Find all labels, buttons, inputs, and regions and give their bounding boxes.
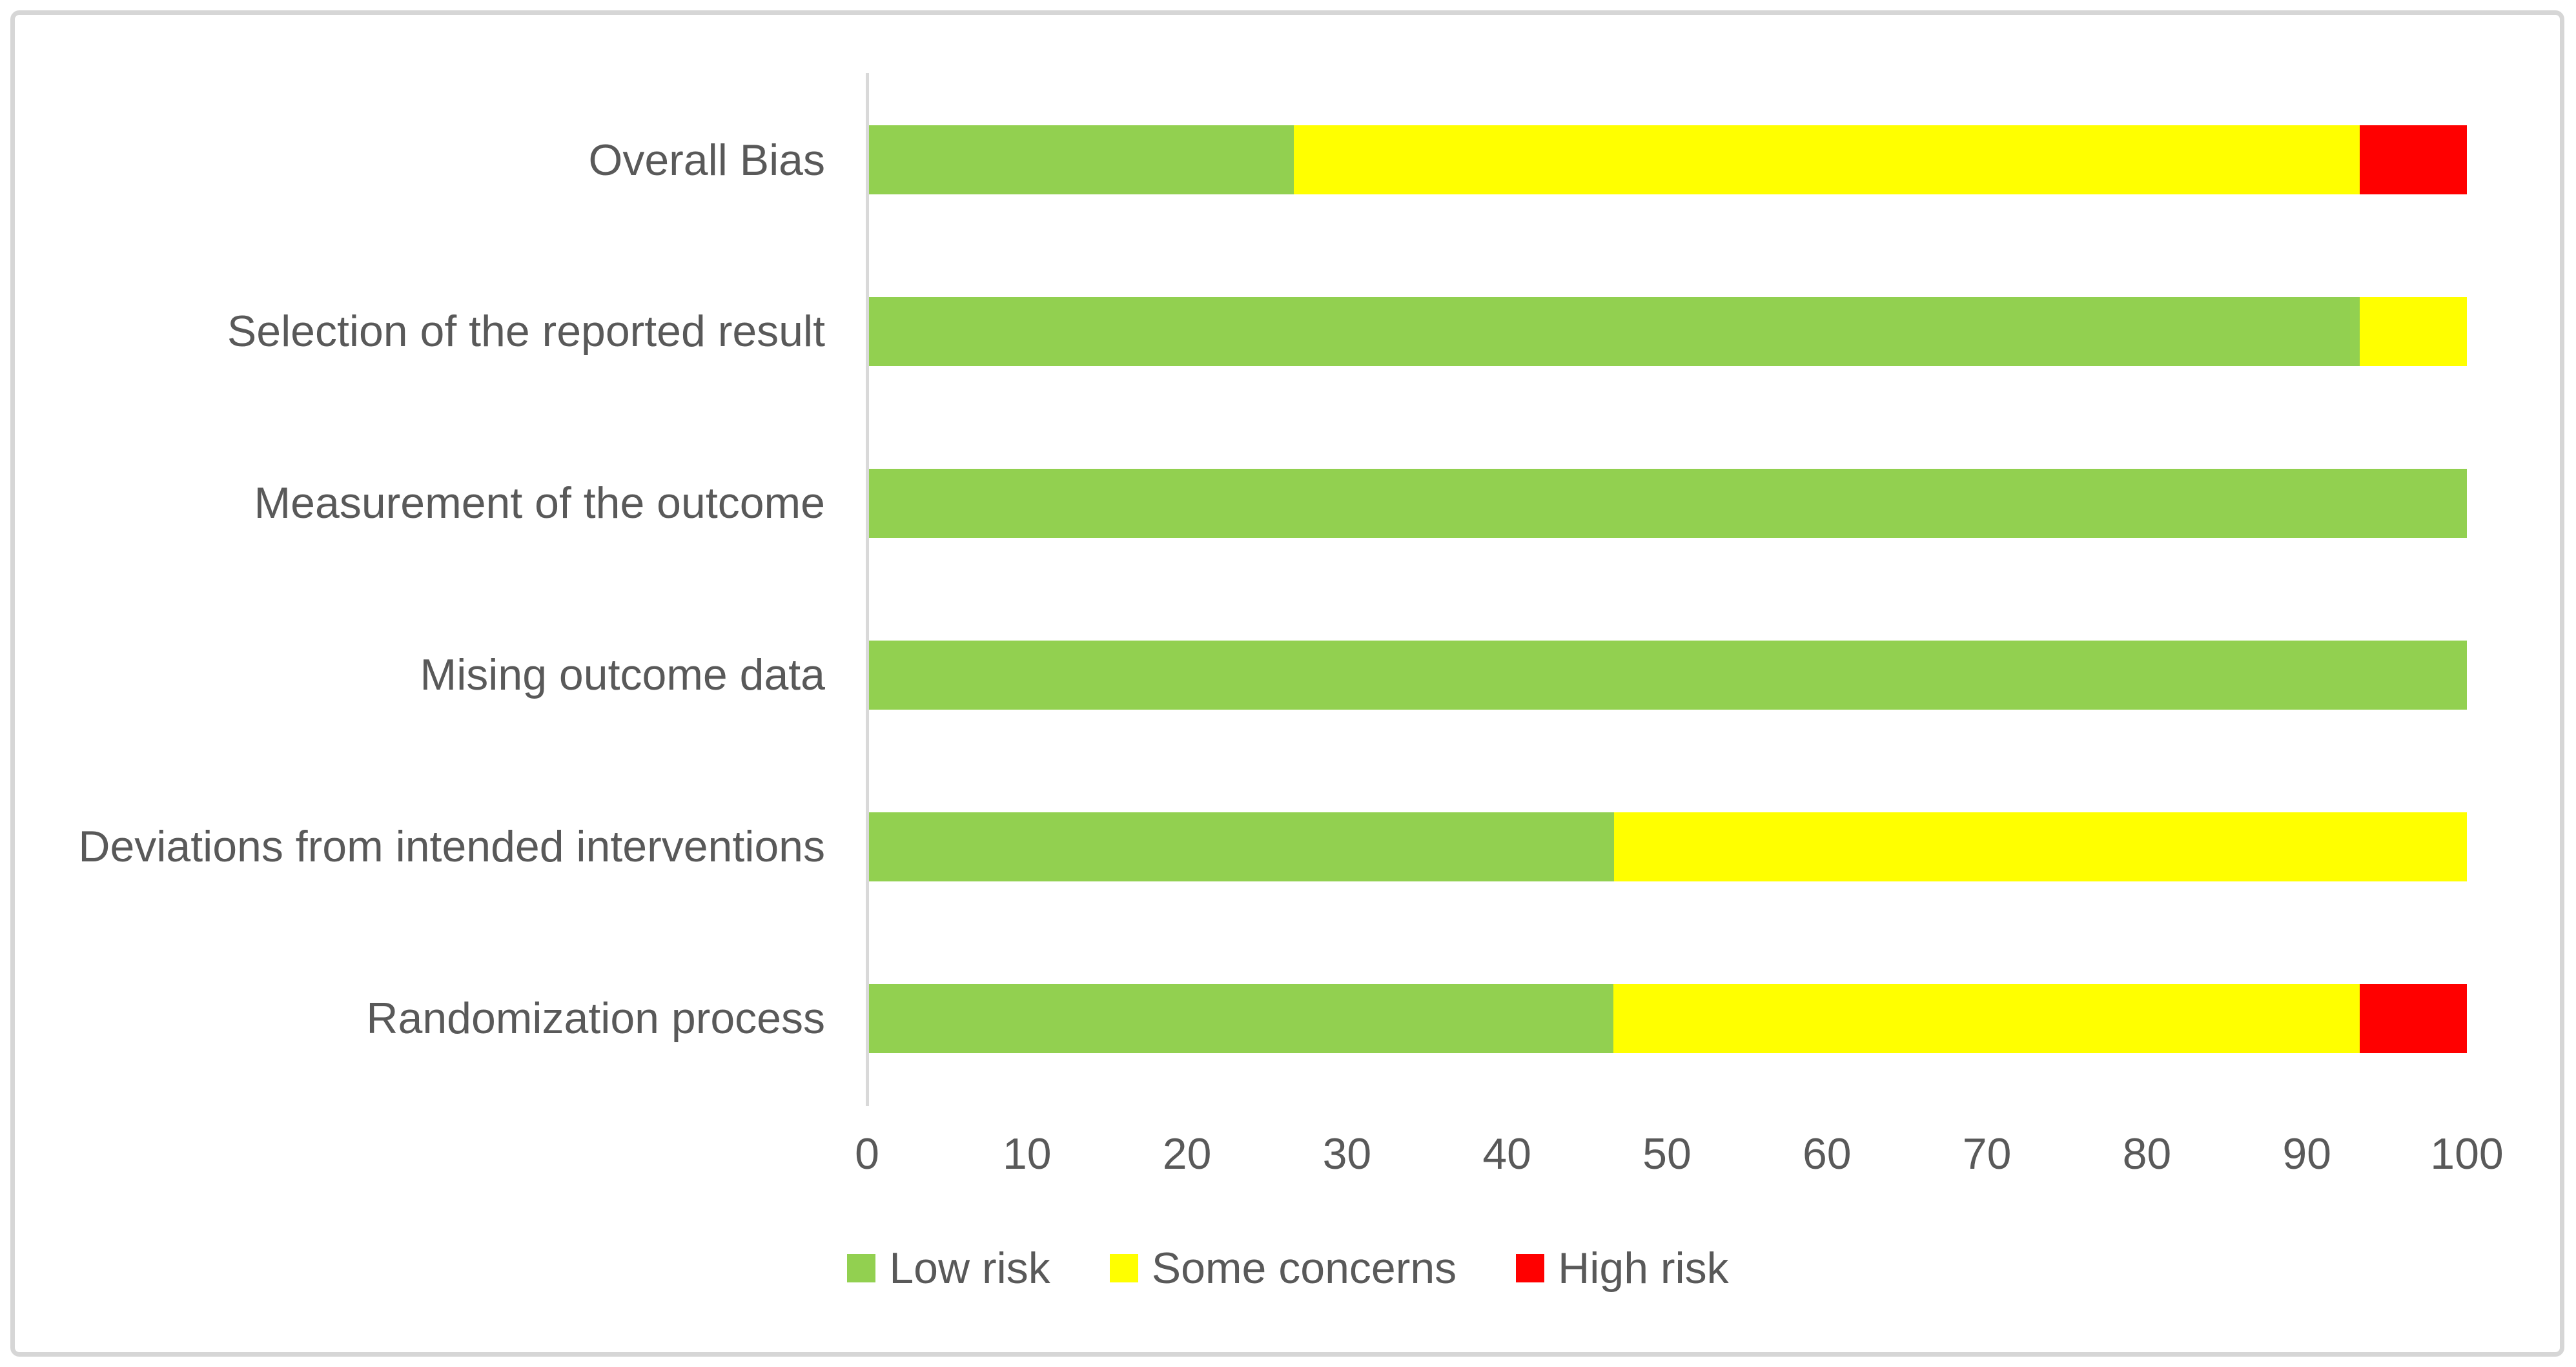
x-tick-label-10: 10 — [1002, 1129, 1052, 1178]
chart-row-randomization-process: Randomization process — [0, 932, 2467, 1104]
y-axis-line — [866, 73, 869, 1106]
legend-item-low-risk: Low risk — [847, 1243, 1050, 1293]
bar-segment-low-risk — [867, 983, 1614, 1053]
bar-segment-low-risk — [867, 469, 2467, 539]
legend-item-some-concerns: Some concerns — [1109, 1243, 1457, 1293]
legend-label: Low risk — [889, 1244, 1050, 1293]
plot-area: Overall Bias Selection of the reported re… — [0, 74, 2467, 1104]
category-label: Deviations from intended interventions — [78, 821, 825, 871]
x-tick-label-40: 40 — [1482, 1129, 1532, 1178]
bar-segment-low-risk — [867, 125, 1294, 195]
legend-swatch-icon — [1109, 1254, 1138, 1282]
x-tick-label-0: 0 — [855, 1129, 879, 1178]
stacked-bar — [867, 983, 2467, 1053]
chart-row-selection-of-the-reported-result: Selection of the reported result — [0, 246, 2467, 418]
bar-segment-low-risk — [867, 297, 2360, 367]
category-label: Overall Bias — [588, 135, 825, 185]
bar-segment-low-risk — [867, 640, 2467, 710]
stacked-bar — [867, 812, 2467, 881]
x-tick-label-60: 60 — [1802, 1129, 1852, 1178]
x-axis: 0 10 20 30 40 50 60 70 80 90 100 — [0, 1129, 2576, 1187]
legend-item-high-risk: High risk — [1516, 1243, 1729, 1293]
bar-segment-some-concerns — [1613, 983, 2360, 1053]
chart-row-deviations-from-intended-interventions: Deviations from intended interventions — [0, 761, 2467, 932]
bar-segment-some-concerns — [2359, 297, 2467, 367]
bar-segment-high-risk — [2360, 983, 2467, 1053]
category-label: Mising outcome data — [420, 650, 825, 699]
x-tick-label-70: 70 — [1962, 1129, 2012, 1178]
legend-swatch-icon — [847, 1254, 876, 1282]
category-label: Measurement of the outcome — [254, 478, 825, 528]
bar-segment-low-risk — [867, 812, 1615, 881]
bar-segment-some-concerns — [1614, 812, 2467, 881]
x-tick-label-20: 20 — [1162, 1129, 1212, 1178]
bar-segment-high-risk — [2360, 125, 2467, 195]
legend-swatch-icon — [1516, 1254, 1545, 1282]
stacked-bar — [867, 125, 2467, 195]
category-label: Randomization process — [366, 993, 825, 1043]
x-tick-label-100: 100 — [2430, 1129, 2504, 1178]
legend-label: Some concerns — [1151, 1244, 1457, 1293]
chart-row-measurement-of-the-outcome: Measurement of the outcome — [0, 418, 2467, 590]
x-tick-label-90: 90 — [2282, 1129, 2332, 1178]
stacked-bar — [867, 469, 2467, 539]
legend-label: High risk — [1558, 1244, 1729, 1293]
category-label: Selection of the reported result — [227, 307, 825, 356]
stacked-bar — [867, 297, 2467, 367]
x-tick-label-80: 80 — [2122, 1129, 2172, 1178]
chart-row-mising-outcome-data: Mising outcome data — [0, 589, 2467, 761]
x-tick-label-30: 30 — [1322, 1129, 1372, 1178]
legend: Low risk Some concerns High risk — [0, 1243, 2576, 1293]
x-tick-label-50: 50 — [1642, 1129, 1692, 1178]
bar-segment-some-concerns — [1293, 125, 2360, 195]
stacked-bar — [867, 640, 2467, 710]
chart-row-overall-bias: Overall Bias — [0, 74, 2467, 246]
